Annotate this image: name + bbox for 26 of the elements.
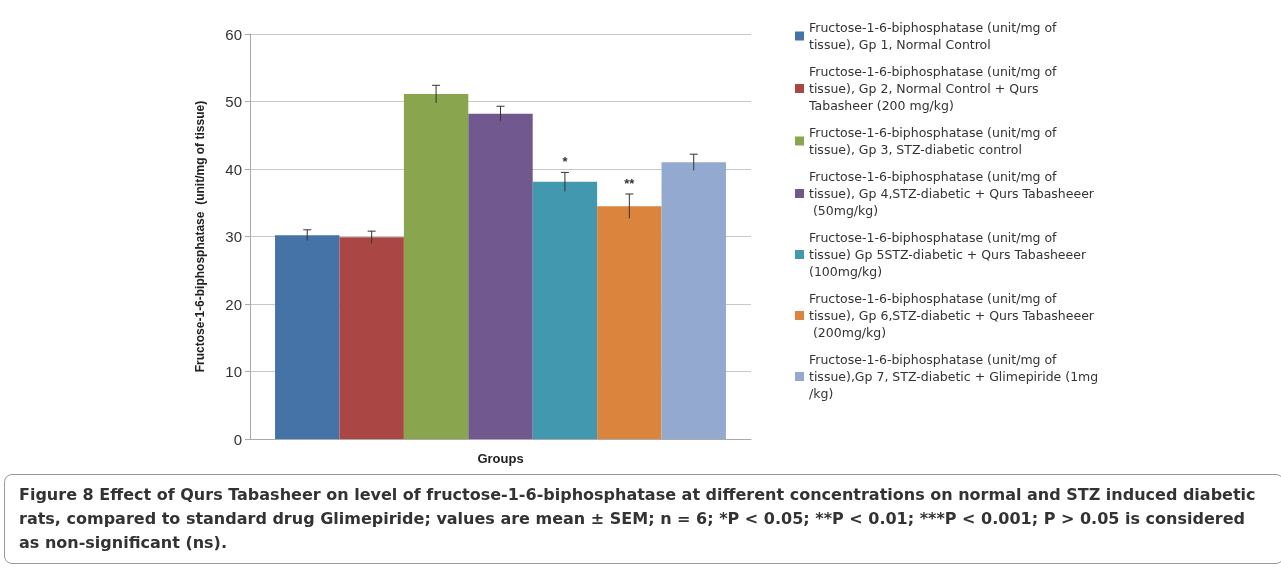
bar (468, 113, 533, 440)
legend-label: Fructose-1-6-biphosphatase (unit/mg of tissue), Gp 1, Normal Control (809, 20, 1061, 52)
y-tick-label: 30 (225, 228, 242, 246)
data-label: ** (624, 176, 636, 192)
legend-label: Fructose-1-6-biphosphatase (unit/mg of tissue), Gp 6,STZ-diabetic + Qurs Tabasheeer (200mg/kg) (809, 291, 1095, 340)
y-tick-label: 60 (225, 25, 242, 43)
x-axis-title: Groups (477, 451, 524, 466)
legend-label: Fructose-1-6-biphosphatase (unit/mg of tissue), Gp 4,STZ-diabetic + Qurs Tabasheeer (50mg/kg) (809, 169, 1095, 218)
caption: Figure 8 Effect of Qurs Tabasheer on level of fructose-1-6-biphosphatase at different concentrations on normal and STZ induced diabetic rats, compared to standard drug Glimepiride; values are mean ± SEM; n = 6; *P < 0.05; **P < 0.01; ***P < 0.001; P > 0.05 is considered as non-significant (ns). (19, 484, 1257, 554)
legend-label: Fructose-1-6-biphosphatase (unit/mg of tissue),Gp 7, STZ-diabetic + Glimepiride (1mg/kg) (809, 352, 1099, 401)
data-label: * (562, 154, 569, 170)
bar (339, 237, 404, 440)
bar (661, 162, 726, 440)
y-tick-label: 40 (225, 160, 242, 178)
y-tick-label: 10 (225, 363, 242, 381)
bar (403, 94, 469, 440)
legend-label: Fructose-1-6-biphosphatase (unit/mg of tissue) Gp 5STZ-diabetic + Qurs Tabasheeer (100mg/kg) (809, 230, 1091, 279)
y-tick-label: 20 (225, 295, 242, 313)
bar (532, 181, 598, 440)
y-axis-title: Fructose-1-6-biphosphatase (unit/mg of tissue) (193, 100, 207, 373)
y-tick-label: 0 (233, 430, 242, 448)
bar (597, 206, 662, 440)
bar (275, 235, 340, 440)
y-tick-label: 50 (225, 93, 242, 111)
legend-label: Fructose-1-6-biphosphatase (unit/mg of tissue), Gp 3, STZ-diabetic control (809, 125, 1061, 157)
legend-label: Fructose-1-6-biphosphatase (unit/mg of tissue), Gp 2, Normal Control + Qurs Tabasheer (200 mg/kg) (808, 64, 1061, 113)
